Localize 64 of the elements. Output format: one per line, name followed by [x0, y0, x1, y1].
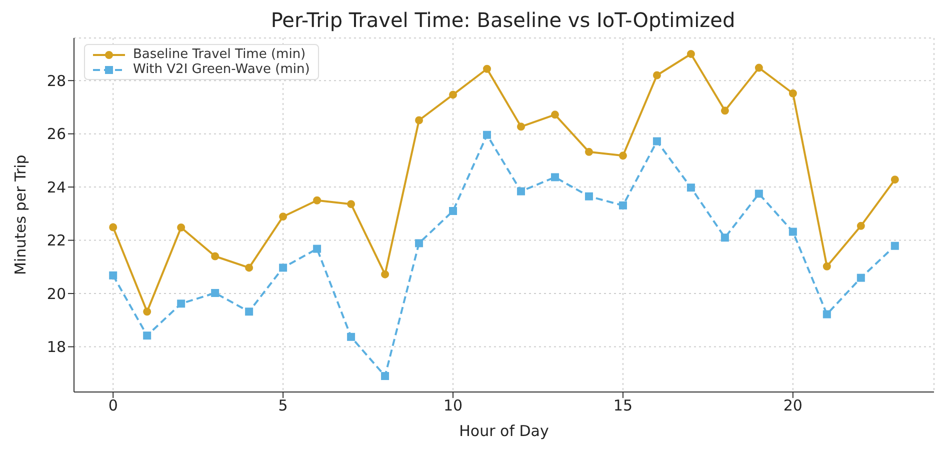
point	[279, 212, 288, 221]
x-tick-label: 0	[108, 396, 118, 415]
x-tick-label: 15	[613, 396, 633, 415]
point	[550, 110, 559, 119]
y-tick-label: 28	[46, 72, 66, 90]
point	[584, 148, 593, 156]
point	[211, 252, 220, 260]
point	[890, 242, 899, 250]
y-axis-title: Minutes per Trip	[11, 154, 30, 275]
point	[313, 244, 322, 253]
point	[245, 264, 254, 272]
point	[415, 116, 424, 124]
point	[822, 310, 831, 318]
point	[584, 192, 593, 200]
point	[720, 106, 729, 115]
point	[856, 274, 865, 282]
point	[211, 288, 220, 297]
legend-label: Baseline Travel Time (min)	[133, 47, 306, 62]
point	[822, 262, 831, 270]
point	[177, 224, 186, 232]
x-tick-label: 5	[278, 396, 288, 415]
y-tick-label: 24	[46, 178, 66, 196]
point	[856, 222, 865, 230]
point	[449, 207, 458, 216]
point	[245, 308, 254, 316]
point	[449, 90, 458, 99]
point	[109, 271, 118, 280]
y-tick-label: 22	[46, 232, 66, 250]
point	[313, 196, 322, 204]
y-tick-label: 20	[46, 284, 66, 303]
point	[686, 184, 695, 192]
point	[381, 372, 390, 380]
x-tick-label: 20	[783, 396, 802, 415]
y-tick-label: 18	[46, 338, 66, 356]
point	[686, 50, 695, 58]
point	[483, 130, 492, 139]
point	[652, 137, 661, 146]
point	[618, 201, 627, 210]
point	[415, 239, 424, 248]
point	[652, 71, 661, 80]
y-tick-label: 26	[46, 125, 66, 144]
x-tick-label: 10	[443, 396, 463, 415]
point	[618, 152, 627, 160]
point	[347, 200, 356, 208]
point	[788, 89, 797, 98]
point	[177, 300, 186, 308]
point	[381, 270, 390, 278]
point	[550, 173, 559, 182]
point	[483, 64, 492, 73]
point	[516, 187, 525, 196]
x-axis-title: Hour of Day	[459, 422, 549, 440]
point	[754, 190, 763, 198]
point	[143, 308, 152, 316]
point	[788, 228, 797, 236]
point	[890, 176, 899, 184]
point	[516, 122, 525, 131]
point	[109, 223, 118, 232]
chart-title: Per-Trip Travel Time: Baseline vs IoT-Optimized	[270, 8, 736, 34]
point	[347, 332, 356, 341]
point	[720, 234, 729, 242]
point	[279, 264, 288, 272]
point	[143, 332, 152, 340]
point	[754, 64, 763, 72]
legend-label: With V2I Green-Wave (min)	[133, 62, 310, 77]
